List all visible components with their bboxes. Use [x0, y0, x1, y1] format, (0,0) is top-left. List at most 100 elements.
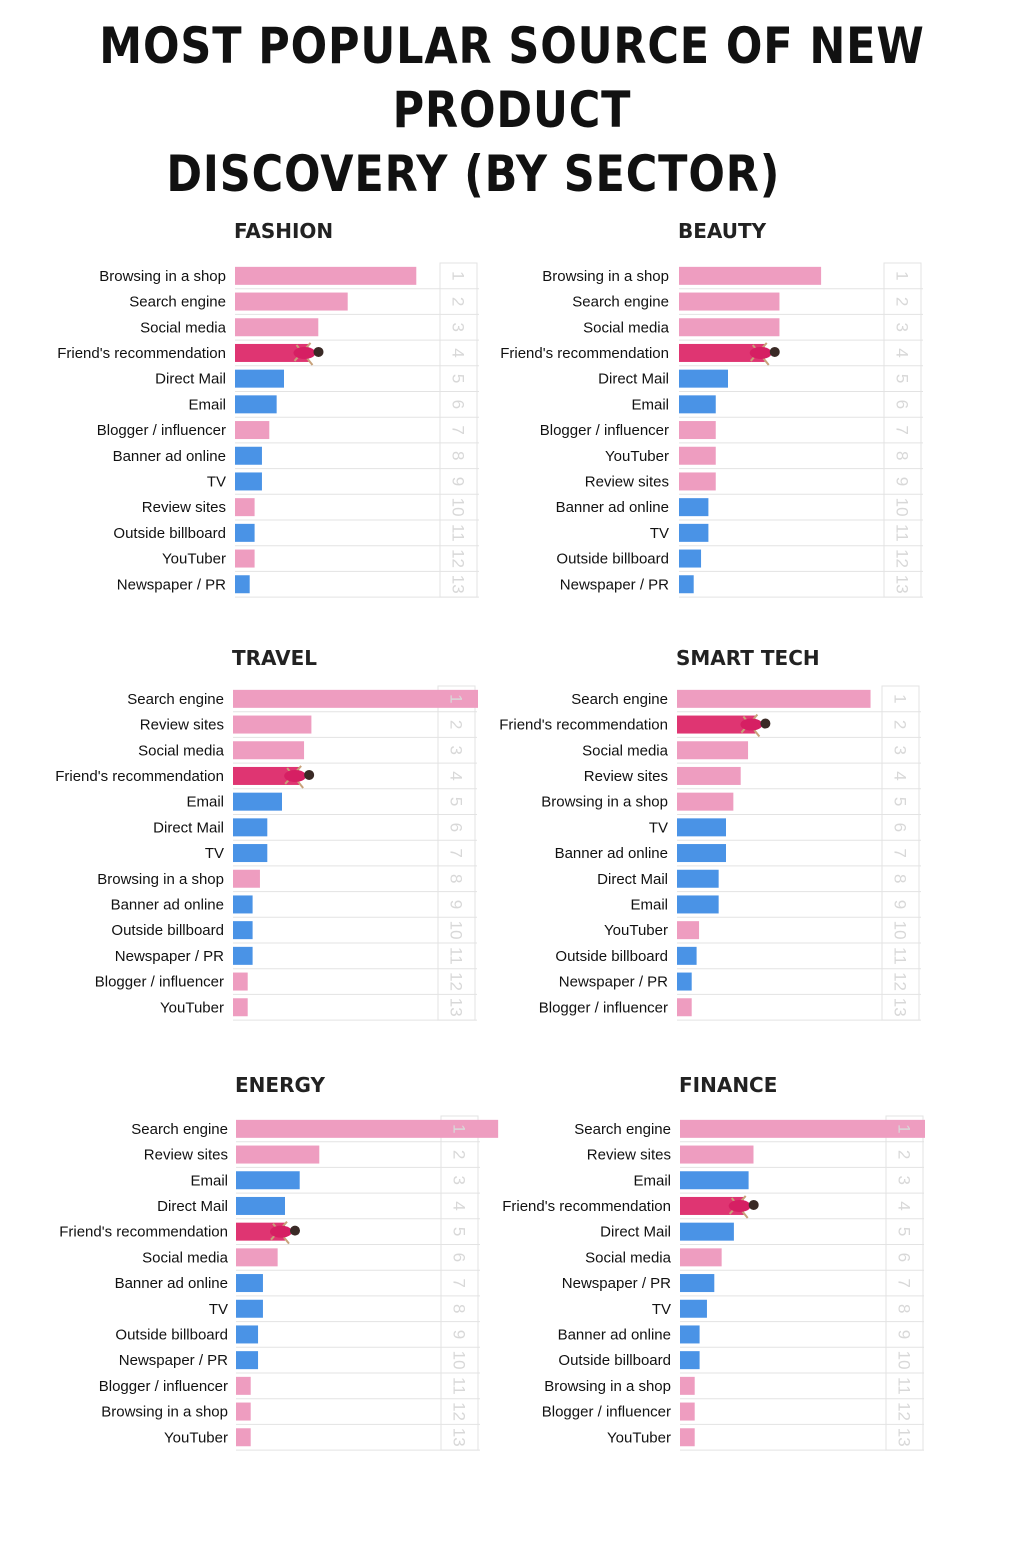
bar-browsing-in-a-shop	[235, 266, 417, 285]
bar-row: TV 6	[649, 818, 921, 841]
bar-friend-s-recommendation	[233, 766, 300, 785]
bar-row: Browsing in a shop 1	[542, 266, 923, 290]
bar-tv	[233, 844, 268, 863]
rank-number: 2	[447, 720, 466, 729]
bar-row: Friend's recommendation 4	[502, 1195, 924, 1220]
category-label: Review sites	[142, 499, 226, 516]
rank-number: 5	[891, 797, 910, 806]
runner-figure-icon	[740, 713, 771, 738]
category-label: Browsing in a shop	[101, 1404, 228, 1421]
category-label: Email	[190, 1172, 228, 1189]
bar-row: Review sites 2	[587, 1145, 924, 1168]
category-label: Email	[631, 396, 669, 413]
rank-number: 10	[895, 1351, 914, 1370]
bar-blogger-influencer	[236, 1376, 251, 1395]
category-label: Banner ad online	[113, 448, 226, 465]
bar-row: Banner ad online 9	[558, 1325, 924, 1348]
rank-number: 7	[447, 848, 466, 857]
bar-row: Newspaper / PR 11	[115, 946, 477, 970]
rank-number: 11	[893, 524, 912, 542]
bar-banner-ad-online	[236, 1274, 263, 1293]
category-label: YouTuber	[162, 551, 226, 568]
category-label: Email	[633, 1172, 671, 1189]
category-label: TV	[209, 1301, 228, 1318]
category-label: YouTuber	[607, 1429, 671, 1446]
rank-number: 11	[450, 1377, 469, 1395]
bar-tv	[235, 472, 262, 491]
bar-row: Social media 6	[585, 1248, 924, 1271]
rank-number: 9	[893, 477, 912, 486]
bar-row: Blogger / influencer 7	[97, 421, 479, 444]
bar-row: Review sites 4	[584, 766, 921, 790]
category-label: Newspaper / PR	[559, 974, 668, 991]
category-label: TV	[652, 1301, 671, 1318]
bar-direct-mail	[233, 818, 268, 837]
bar-friend-s-recommendation	[680, 1196, 744, 1215]
bar-banner-ad-online	[680, 1325, 700, 1344]
category-label: Friend's recommendation	[55, 768, 224, 785]
bar-row: Blogger / influencer 12	[542, 1402, 924, 1425]
bar-row: Email 6	[631, 395, 923, 418]
rank-number: 1	[447, 694, 466, 703]
category-label: Outside billboard	[558, 1352, 671, 1369]
panel-travel: TRAVEL Search engine 1 Review sites 2 Social …	[55, 646, 478, 1021]
rank-number: 13	[891, 998, 910, 1017]
bar-friend-s-recommendation	[679, 343, 765, 362]
bar-row: Browsing in a shop 1	[99, 266, 479, 290]
category-label: Outside billboard	[555, 948, 668, 965]
bar-browsing-in-a-shop	[233, 869, 260, 888]
rank-number: 3	[895, 1176, 914, 1185]
bar-search-engine	[677, 689, 871, 708]
rank-number: 3	[449, 323, 468, 332]
panel-title-finance: FINANCE	[679, 1073, 777, 1097]
bar-row: Social media 3	[583, 318, 923, 341]
category-label: Review sites	[585, 473, 669, 490]
rank-number: 10	[447, 921, 466, 940]
rank-number: 8	[447, 874, 466, 883]
bar-browsing-in-a-shop	[236, 1402, 251, 1421]
category-label: Friend's recommendation	[500, 345, 669, 362]
main-title-line-1: Most popular source of new product	[99, 17, 925, 139]
bar-row: Friend's recommendation 4	[57, 342, 479, 367]
rank-number: 10	[891, 921, 910, 940]
rank-number: 6	[893, 400, 912, 409]
rank-number: 1	[891, 694, 910, 703]
rank-number: 5	[895, 1227, 914, 1236]
category-label: Banner ad online	[111, 896, 224, 913]
bar-newspaper-pr	[680, 1274, 715, 1293]
category-label: TV	[650, 525, 669, 542]
bar-tv	[680, 1299, 707, 1318]
bar-email	[236, 1171, 300, 1190]
bar-tv	[236, 1299, 263, 1318]
rank-number: 9	[449, 477, 468, 486]
rank-number: 11	[447, 947, 466, 965]
rank-number: 9	[450, 1330, 469, 1339]
panel-title-beauty: BEAUTY	[678, 219, 767, 243]
category-label: YouTuber	[605, 448, 669, 465]
category-label: Direct Mail	[157, 1198, 228, 1215]
bar-outside-billboard	[233, 921, 253, 940]
rank-number: 3	[891, 746, 910, 755]
category-label: Browsing in a shop	[544, 1378, 671, 1395]
category-label: Browsing in a shop	[542, 268, 669, 285]
rank-number: 5	[893, 374, 912, 383]
rank-number: 6	[447, 823, 466, 832]
rank-number: 1	[895, 1124, 914, 1133]
category-label: Banner ad online	[556, 499, 669, 516]
bar-newspaper-pr	[236, 1351, 259, 1370]
bar-row: Friend's recommendation 4	[500, 342, 923, 367]
bar-row: Newspaper / PR 13	[560, 575, 923, 598]
bar-social-media	[235, 318, 319, 337]
rank-number: 6	[449, 400, 468, 409]
panel-title-travel: TRAVEL	[232, 646, 317, 670]
bar-banner-ad-online	[679, 498, 709, 517]
bar-outside-billboard	[679, 549, 702, 568]
category-label: YouTuber	[604, 922, 668, 939]
category-label: Search engine	[574, 1121, 671, 1138]
rank-number: 4	[895, 1201, 914, 1210]
category-label: Social media	[140, 319, 227, 336]
rank-number: 1	[893, 271, 912, 280]
bar-newspaper-pr	[677, 972, 692, 991]
bar-row: Outside billboard 11	[555, 946, 921, 970]
category-label: Review sites	[587, 1147, 671, 1164]
